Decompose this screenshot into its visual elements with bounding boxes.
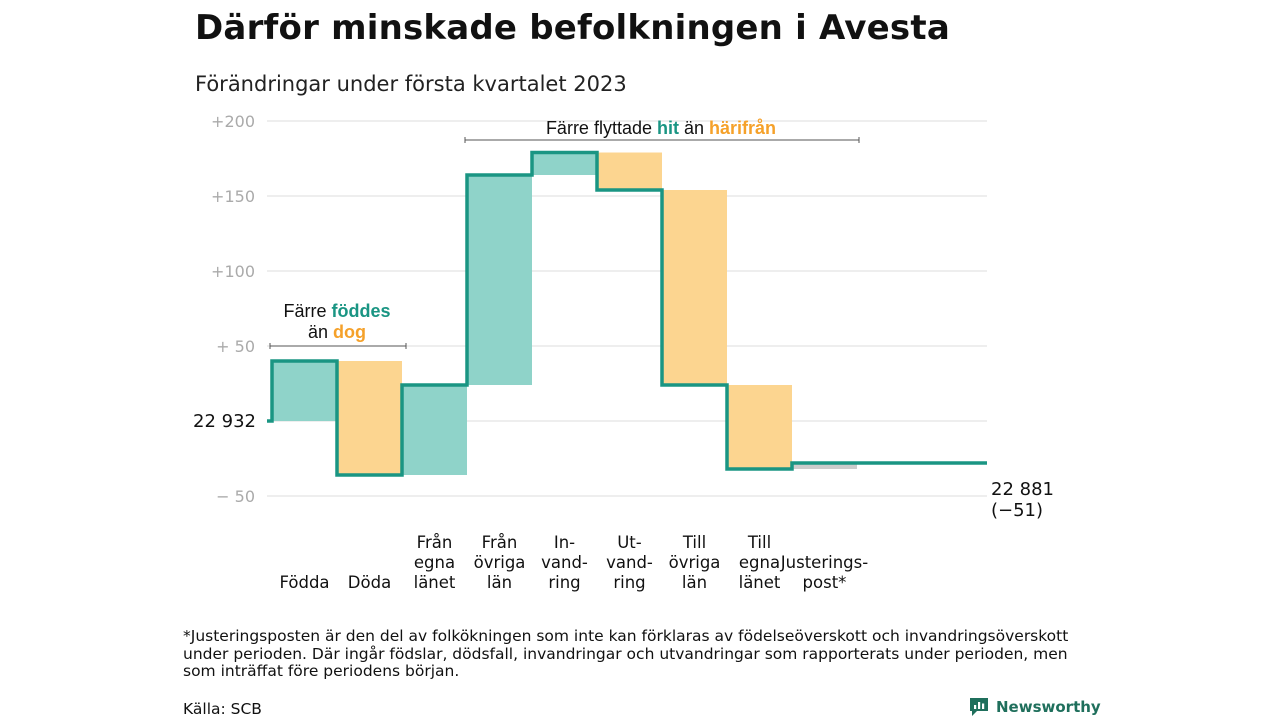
end-change-label: (−51) bbox=[991, 500, 1043, 521]
waterfall-bar bbox=[597, 152, 662, 190]
category-label: Till egna länet bbox=[739, 533, 781, 592]
newsworthy-logo: Newsworthy bbox=[968, 697, 1101, 717]
y-tick-label: +100 bbox=[211, 262, 255, 281]
category-label: In-vand-ring bbox=[541, 533, 588, 592]
waterfall-bar bbox=[467, 175, 532, 385]
category-label: Från övriga län bbox=[474, 533, 526, 592]
y-tick-label: + 50 bbox=[216, 337, 255, 356]
y-tick-label: +200 bbox=[211, 112, 255, 131]
newsworthy-logo-icon bbox=[970, 698, 988, 716]
annotation-births-text-line2: än dog bbox=[308, 322, 366, 342]
source-label: Källa: SCB bbox=[183, 700, 262, 718]
waterfall-bar bbox=[662, 190, 727, 385]
waterfall-bar bbox=[337, 361, 402, 475]
category-label: Från egna länet bbox=[414, 533, 456, 592]
waterfall-bar bbox=[727, 385, 792, 469]
start-value-label: 22 932 bbox=[193, 411, 256, 432]
waterfall-bar bbox=[532, 152, 597, 175]
y-tick-label: − 50 bbox=[216, 487, 255, 506]
annotation-migration-text: Färre flyttade hit än härifrån bbox=[546, 118, 776, 138]
y-tick-label: +150 bbox=[211, 187, 255, 206]
cumulative-step-line bbox=[267, 150, 987, 477]
waterfall-chart: +200 +150 +100 + 50 − 50 Födda Döda Från egna län… bbox=[193, 112, 1054, 592]
category-label: Födda bbox=[279, 573, 329, 592]
logo-text: Newsworthy bbox=[996, 698, 1101, 716]
category-label: Ut-vand-ring bbox=[606, 533, 653, 592]
waterfall-bar bbox=[402, 385, 467, 475]
end-value-label: 22 881 bbox=[991, 479, 1054, 500]
chart-subtitle: Förändringar under första kvartalet 2023 bbox=[195, 72, 627, 96]
category-label: Justerings-post* bbox=[780, 553, 868, 592]
category-label: Döda bbox=[348, 573, 391, 592]
annotation-births-text: Färre föddes bbox=[283, 301, 390, 321]
chart-title: Därför minskade befolkningen i Avesta bbox=[195, 8, 950, 48]
waterfall-bar bbox=[272, 361, 337, 421]
footnote: *Justeringsposten är den del av folkökni… bbox=[183, 627, 1069, 680]
waterfall-bar bbox=[792, 463, 857, 469]
category-label: Till övriga län bbox=[669, 533, 721, 592]
